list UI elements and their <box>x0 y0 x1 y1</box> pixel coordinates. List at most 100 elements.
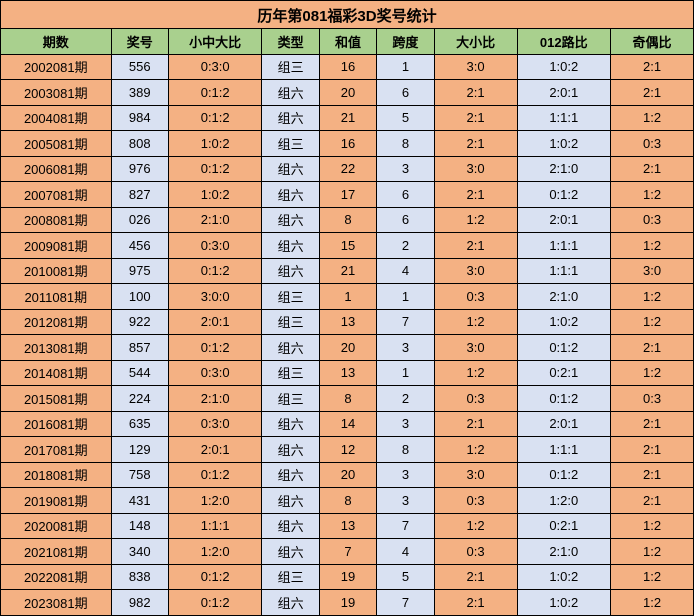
cell-r19-c4: 7 <box>319 539 376 565</box>
cell-r20-c7: 1:0:2 <box>517 564 611 590</box>
cell-r4-c1: 976 <box>111 156 168 182</box>
cell-r13-c6: 0:3 <box>434 386 517 412</box>
col-header-0: 期数 <box>1 29 112 55</box>
cell-r1-c1: 389 <box>111 80 168 106</box>
cell-r16-c4: 20 <box>319 462 376 488</box>
cell-r13-c8: 0:3 <box>611 386 694 412</box>
cell-r5-c7: 0:1:2 <box>517 182 611 208</box>
cell-r8-c1: 975 <box>111 258 168 284</box>
table-row: 2019081期4311:2:0组六830:31:2:02:1 <box>1 488 694 514</box>
cell-r4-c3: 组六 <box>262 156 319 182</box>
cell-r5-c5: 6 <box>377 182 434 208</box>
header-row: 期数奖号小中大比类型和值跨度大小比012路比奇偶比 <box>1 29 694 55</box>
cell-r17-c2: 1:2:0 <box>168 488 262 514</box>
cell-r17-c8: 2:1 <box>611 488 694 514</box>
cell-r18-c5: 7 <box>377 513 434 539</box>
cell-r5-c2: 1:0:2 <box>168 182 262 208</box>
cell-r13-c0: 2015081期 <box>1 386 112 412</box>
cell-r6-c8: 0:3 <box>611 207 694 233</box>
cell-r20-c8: 1:2 <box>611 564 694 590</box>
cell-r21-c2: 0:1:2 <box>168 590 262 616</box>
cell-r20-c5: 5 <box>377 564 434 590</box>
cell-r18-c7: 0:2:1 <box>517 513 611 539</box>
cell-r16-c8: 2:1 <box>611 462 694 488</box>
cell-r7-c5: 2 <box>377 233 434 259</box>
cell-r7-c8: 1:2 <box>611 233 694 259</box>
table-row: 2014081期5440:3:0组三1311:20:2:11:2 <box>1 360 694 386</box>
cell-r14-c1: 635 <box>111 411 168 437</box>
cell-r6-c1: 026 <box>111 207 168 233</box>
table-row: 2010081期9750:1:2组六2143:01:1:13:0 <box>1 258 694 284</box>
title-row: 历年第081福彩3D奖号统计 <box>0 0 694 28</box>
table-row: 2023081期9820:1:2组六1972:11:0:21:2 <box>1 590 694 616</box>
cell-r17-c5: 3 <box>377 488 434 514</box>
cell-r8-c4: 21 <box>319 258 376 284</box>
cell-r21-c7: 1:0:2 <box>517 590 611 616</box>
cell-r8-c6: 3:0 <box>434 258 517 284</box>
cell-r9-c2: 3:0:0 <box>168 284 262 310</box>
cell-r14-c8: 2:1 <box>611 411 694 437</box>
table-row: 2007081期8271:0:2组六1762:10:1:21:2 <box>1 182 694 208</box>
cell-r17-c3: 组六 <box>262 488 319 514</box>
cell-r3-c4: 16 <box>319 131 376 157</box>
cell-r0-c3: 组三 <box>262 54 319 80</box>
cell-r17-c4: 8 <box>319 488 376 514</box>
cell-r1-c8: 2:1 <box>611 80 694 106</box>
cell-r15-c4: 12 <box>319 437 376 463</box>
cell-r16-c7: 0:1:2 <box>517 462 611 488</box>
cell-r1-c6: 2:1 <box>434 80 517 106</box>
cell-r11-c0: 2013081期 <box>1 335 112 361</box>
cell-r16-c1: 758 <box>111 462 168 488</box>
cell-r2-c3: 组六 <box>262 105 319 131</box>
cell-r10-c3: 组三 <box>262 309 319 335</box>
cell-r3-c1: 808 <box>111 131 168 157</box>
cell-r4-c2: 0:1:2 <box>168 156 262 182</box>
cell-r12-c1: 544 <box>111 360 168 386</box>
col-header-1: 奖号 <box>111 29 168 55</box>
cell-r21-c4: 19 <box>319 590 376 616</box>
cell-r3-c2: 1:0:2 <box>168 131 262 157</box>
cell-r1-c4: 20 <box>319 80 376 106</box>
cell-r13-c5: 2 <box>377 386 434 412</box>
cell-r20-c3: 组三 <box>262 564 319 590</box>
cell-r13-c2: 2:1:0 <box>168 386 262 412</box>
cell-r12-c4: 13 <box>319 360 376 386</box>
cell-r20-c6: 2:1 <box>434 564 517 590</box>
cell-r7-c1: 456 <box>111 233 168 259</box>
cell-r20-c2: 0:1:2 <box>168 564 262 590</box>
cell-r12-c7: 0:2:1 <box>517 360 611 386</box>
cell-r9-c6: 0:3 <box>434 284 517 310</box>
cell-r9-c0: 2011081期 <box>1 284 112 310</box>
table-row: 2020081期1481:1:1组六1371:20:2:11:2 <box>1 513 694 539</box>
cell-r15-c5: 8 <box>377 437 434 463</box>
cell-r6-c2: 2:1:0 <box>168 207 262 233</box>
table-row: 2018081期7580:1:2组六2033:00:1:22:1 <box>1 462 694 488</box>
cell-r13-c3: 组三 <box>262 386 319 412</box>
cell-r19-c7: 2:1:0 <box>517 539 611 565</box>
cell-r12-c6: 1:2 <box>434 360 517 386</box>
cell-r11-c3: 组六 <box>262 335 319 361</box>
cell-r7-c0: 2009081期 <box>1 233 112 259</box>
cell-r10-c2: 2:0:1 <box>168 309 262 335</box>
table-row: 2017081期1292:0:1组六1281:21:1:12:1 <box>1 437 694 463</box>
cell-r19-c3: 组六 <box>262 539 319 565</box>
cell-r16-c0: 2018081期 <box>1 462 112 488</box>
cell-r3-c7: 1:0:2 <box>517 131 611 157</box>
cell-r5-c8: 1:2 <box>611 182 694 208</box>
cell-r2-c7: 1:1:1 <box>517 105 611 131</box>
cell-r10-c8: 1:2 <box>611 309 694 335</box>
cell-r10-c1: 922 <box>111 309 168 335</box>
cell-r15-c0: 2017081期 <box>1 437 112 463</box>
cell-r9-c8: 1:2 <box>611 284 694 310</box>
col-header-4: 和值 <box>319 29 376 55</box>
cell-r8-c8: 3:0 <box>611 258 694 284</box>
cell-r14-c4: 14 <box>319 411 376 437</box>
cell-r0-c6: 3:0 <box>434 54 517 80</box>
cell-r7-c3: 组六 <box>262 233 319 259</box>
table-row: 2008081期0262:1:0组六861:22:0:10:3 <box>1 207 694 233</box>
cell-r6-c7: 2:0:1 <box>517 207 611 233</box>
cell-r13-c4: 8 <box>319 386 376 412</box>
cell-r19-c6: 0:3 <box>434 539 517 565</box>
cell-r2-c5: 5 <box>377 105 434 131</box>
table-row: 2016081期6350:3:0组六1432:12:0:12:1 <box>1 411 694 437</box>
